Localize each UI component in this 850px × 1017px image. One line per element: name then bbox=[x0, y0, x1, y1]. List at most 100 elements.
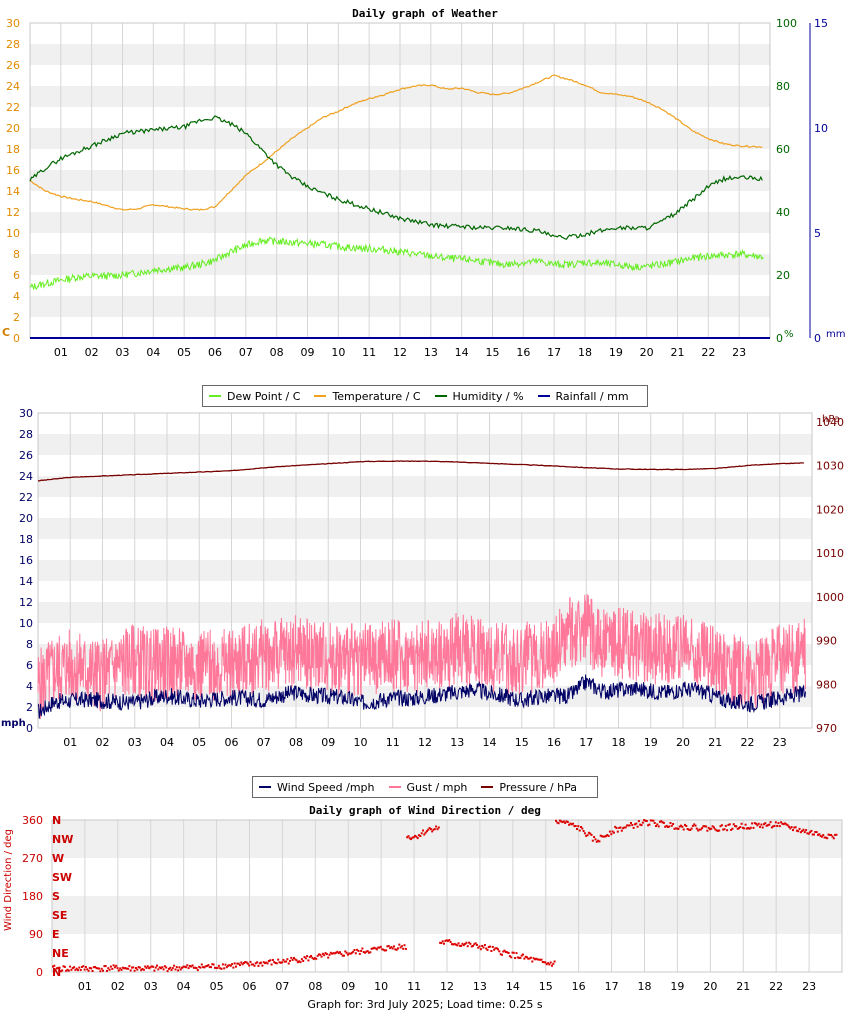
direction-point bbox=[264, 962, 266, 965]
direction-point bbox=[722, 828, 725, 831]
direction-point bbox=[57, 966, 60, 969]
direction-point bbox=[311, 956, 314, 959]
direction-point bbox=[730, 828, 733, 831]
y-left-tick-label: 14 bbox=[19, 575, 33, 588]
direction-point bbox=[166, 970, 169, 973]
direction-point bbox=[216, 966, 219, 969]
direction-point bbox=[282, 958, 285, 961]
direction-point bbox=[669, 822, 672, 824]
direction-point bbox=[516, 956, 519, 959]
y-right-tick-label: 1000 bbox=[816, 591, 844, 604]
direction-point bbox=[121, 966, 124, 969]
y-left-tick-label: 12 bbox=[19, 596, 33, 609]
direction-point bbox=[54, 969, 57, 972]
direction-point bbox=[113, 966, 116, 969]
direction-point bbox=[622, 827, 625, 830]
compass-label: SE bbox=[52, 909, 67, 922]
direction-point bbox=[318, 953, 320, 956]
direction-point bbox=[444, 939, 447, 942]
direction-point bbox=[792, 829, 794, 832]
direction-point bbox=[773, 824, 776, 827]
direction-point bbox=[577, 825, 580, 828]
x-tick-label: 05 bbox=[177, 346, 191, 359]
direction-point bbox=[240, 961, 243, 964]
direction-point bbox=[167, 967, 170, 970]
direction-point bbox=[258, 962, 261, 965]
direction-point bbox=[177, 969, 180, 972]
direction-point bbox=[206, 965, 209, 967]
direction-point bbox=[360, 949, 363, 952]
direction-point bbox=[794, 826, 797, 829]
x-tick-label: 11 bbox=[407, 980, 421, 993]
direction-point bbox=[112, 964, 115, 967]
direction-point bbox=[339, 951, 341, 954]
direction-point bbox=[63, 965, 66, 968]
direction-point bbox=[352, 950, 355, 953]
direction-point bbox=[465, 941, 468, 944]
plot-frame bbox=[37, 412, 813, 729]
y-left-tick-label: 24 bbox=[6, 80, 20, 93]
direction-point bbox=[478, 945, 481, 948]
direction-point bbox=[431, 830, 434, 833]
direction-point bbox=[424, 831, 427, 834]
direction-point bbox=[589, 832, 592, 835]
plot-frame bbox=[51, 819, 843, 973]
direction-point bbox=[261, 964, 264, 967]
direction-point bbox=[676, 827, 679, 830]
direction-point bbox=[684, 823, 686, 826]
direction-point bbox=[655, 825, 657, 827]
direction-point bbox=[120, 968, 123, 971]
direction-point bbox=[506, 951, 509, 954]
direction-point bbox=[75, 967, 78, 970]
direction-point bbox=[519, 956, 522, 959]
direction-point bbox=[533, 958, 536, 961]
direction-point bbox=[772, 825, 775, 828]
direction-point bbox=[225, 966, 228, 969]
x-tick-label: 04 bbox=[146, 346, 160, 359]
direction-point bbox=[826, 837, 829, 840]
direction-point bbox=[524, 955, 527, 958]
direction-point bbox=[713, 826, 715, 829]
direction-point bbox=[245, 961, 248, 964]
legend-item: Wind Speed /mph bbox=[259, 781, 375, 794]
direction-point bbox=[436, 828, 439, 831]
direction-point bbox=[693, 823, 696, 826]
direction-point bbox=[468, 941, 471, 944]
x-tick-label: 09 bbox=[301, 346, 315, 359]
x-tick-label: 12 bbox=[393, 346, 407, 359]
direction-point bbox=[179, 968, 182, 971]
x-tick-label: 13 bbox=[450, 736, 464, 749]
x-tick-label: 18 bbox=[612, 736, 626, 749]
direction-point bbox=[651, 819, 654, 822]
direction-point bbox=[81, 965, 83, 968]
direction-point bbox=[607, 835, 610, 837]
y-left-tick-label: 20 bbox=[19, 512, 33, 525]
direction-point bbox=[203, 966, 206, 969]
direction-point bbox=[572, 822, 575, 825]
direction-point bbox=[793, 826, 796, 829]
direction-point bbox=[648, 823, 651, 826]
direction-point bbox=[344, 950, 347, 953]
direction-point bbox=[204, 965, 207, 968]
direction-point bbox=[61, 969, 64, 972]
direction-point bbox=[605, 835, 607, 838]
y-left-tick-label: 0 bbox=[26, 722, 33, 735]
direction-point bbox=[797, 830, 800, 833]
y-left-tick-label: 26 bbox=[6, 59, 20, 72]
direction-point bbox=[433, 828, 436, 831]
x-tick-label: 15 bbox=[539, 980, 553, 993]
direction-point bbox=[199, 966, 202, 969]
y-left-tick-label: 28 bbox=[6, 38, 20, 51]
direction-point bbox=[178, 966, 181, 969]
direction-point bbox=[98, 967, 101, 970]
direction-point bbox=[640, 824, 643, 827]
direction-point bbox=[766, 824, 769, 827]
x-tick-label: 16 bbox=[547, 736, 561, 749]
direction-point bbox=[102, 969, 104, 972]
direction-point bbox=[761, 826, 764, 829]
direction-point bbox=[307, 959, 310, 962]
direction-point bbox=[776, 825, 779, 827]
direction-ylabel: Wind Direction / deg bbox=[3, 829, 14, 931]
direction-point bbox=[103, 965, 106, 968]
direction-point bbox=[568, 823, 571, 826]
